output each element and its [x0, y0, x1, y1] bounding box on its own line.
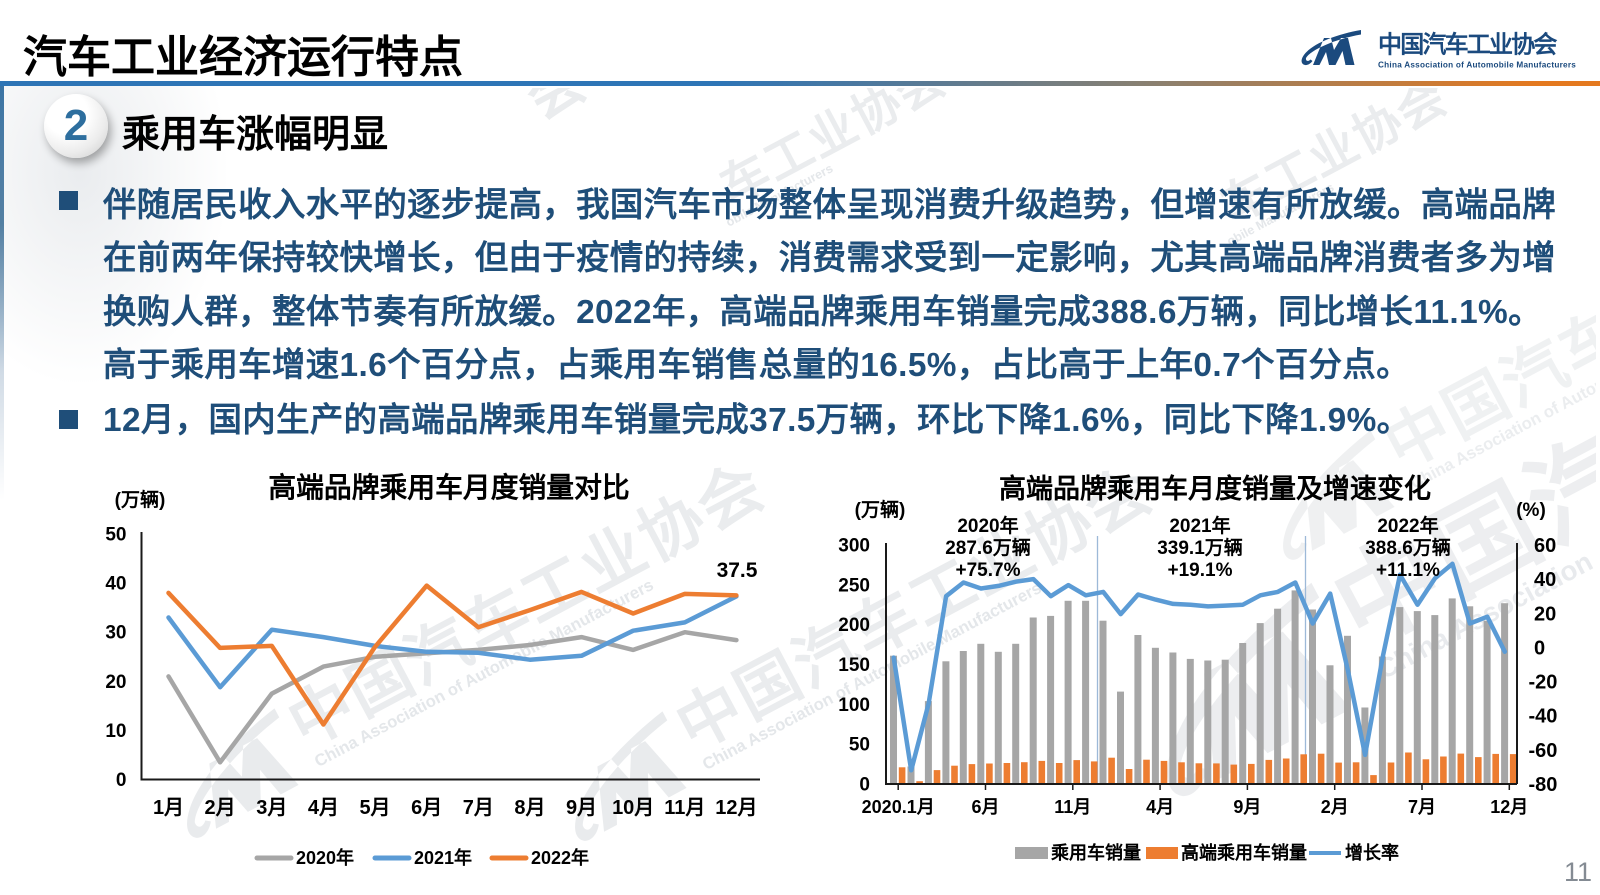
svg-text:150: 150 — [838, 655, 870, 676]
svg-text:-80: -80 — [1529, 774, 1558, 796]
svg-text:10: 10 — [105, 721, 126, 742]
svg-text:-20: -20 — [1529, 672, 1558, 694]
svg-text:40: 40 — [105, 574, 126, 595]
svg-text:7月: 7月 — [463, 797, 494, 819]
svg-text:12月: 12月 — [1490, 797, 1528, 817]
svg-text:2月: 2月 — [1321, 797, 1349, 817]
svg-text:9月: 9月 — [566, 797, 597, 819]
svg-text:-60: -60 — [1529, 740, 1558, 762]
svg-text:6月: 6月 — [971, 797, 999, 817]
svg-text:(万辆): (万辆) — [115, 488, 166, 511]
svg-text:2020年: 2020年 — [957, 514, 1018, 537]
svg-text:会: 会 — [516, 48, 597, 131]
svg-text:0: 0 — [116, 770, 127, 791]
svg-text:+19.1%: +19.1% — [1168, 560, 1233, 581]
svg-text:4月: 4月 — [308, 797, 339, 819]
svg-text:11月: 11月 — [1054, 797, 1091, 817]
svg-text:300: 300 — [838, 536, 870, 557]
svg-text:+75.7%: +75.7% — [956, 560, 1021, 581]
svg-text:3月: 3月 — [256, 797, 287, 819]
svg-text:20: 20 — [105, 672, 126, 693]
svg-text:-40: -40 — [1529, 706, 1558, 728]
svg-text:6月: 6月 — [411, 797, 442, 819]
svg-text:12月: 12月 — [715, 797, 757, 819]
svg-text:(%): (%) — [1516, 500, 1546, 521]
svg-text:乘用车销量: 乘用车销量 — [1050, 842, 1141, 863]
svg-text:287.6万辆: 287.6万辆 — [945, 536, 1031, 559]
svg-text:50: 50 — [849, 735, 870, 756]
svg-text:339.1万辆: 339.1万辆 — [1157, 536, 1243, 559]
svg-text:100: 100 — [838, 695, 870, 716]
svg-text:2月: 2月 — [205, 797, 236, 819]
svg-text:11月: 11月 — [664, 797, 705, 819]
svg-text:5月: 5月 — [359, 797, 390, 819]
svg-text:增长率: 增长率 — [1345, 842, 1399, 863]
svg-text:2020年: 2020年 — [296, 847, 354, 868]
svg-text:388.6万辆: 388.6万辆 — [1365, 536, 1451, 559]
svg-text:2022年: 2022年 — [1377, 514, 1438, 537]
svg-text:250: 250 — [838, 575, 870, 596]
svg-text:30: 30 — [105, 623, 126, 644]
svg-text:40: 40 — [1534, 569, 1556, 591]
svg-text:高端品牌乘用车月度销量及增速变化: 高端品牌乘用车月度销量及增速变化 — [999, 473, 1431, 504]
svg-text:2020.1月: 2020.1月 — [862, 797, 935, 817]
svg-text:(万辆): (万辆) — [855, 498, 906, 521]
svg-text:1月: 1月 — [153, 797, 184, 819]
svg-text:0: 0 — [859, 775, 870, 796]
svg-text:2022年: 2022年 — [531, 847, 589, 868]
svg-text:+11.1%: +11.1% — [1376, 560, 1440, 581]
svg-text:2021年: 2021年 — [1169, 514, 1230, 537]
svg-text:8月: 8月 — [514, 797, 545, 819]
svg-text:中国汽车工业协会: 中国汽车工业协会 — [1378, 31, 1557, 59]
svg-text:20: 20 — [1534, 603, 1556, 625]
svg-text:50: 50 — [105, 525, 126, 546]
svg-text:200: 200 — [838, 615, 870, 636]
svg-text:高端乘用车销量: 高端乘用车销量 — [1181, 842, 1307, 863]
svg-text:10月: 10月 — [612, 797, 654, 819]
svg-text:4月: 4月 — [1146, 797, 1174, 817]
svg-text:China Association of Automobil: China Association of Automobile Manufact… — [1378, 61, 1576, 70]
svg-text:60: 60 — [1534, 535, 1556, 557]
svg-text:0: 0 — [1534, 637, 1545, 659]
svg-text:37.5: 37.5 — [717, 559, 758, 582]
svg-text:2021年: 2021年 — [414, 847, 472, 868]
svg-text:7月: 7月 — [1408, 797, 1436, 817]
svg-text:9月: 9月 — [1233, 797, 1261, 817]
svg-text:高端品牌乘用车月度销量对比: 高端品牌乘用车月度销量对比 — [268, 472, 629, 503]
